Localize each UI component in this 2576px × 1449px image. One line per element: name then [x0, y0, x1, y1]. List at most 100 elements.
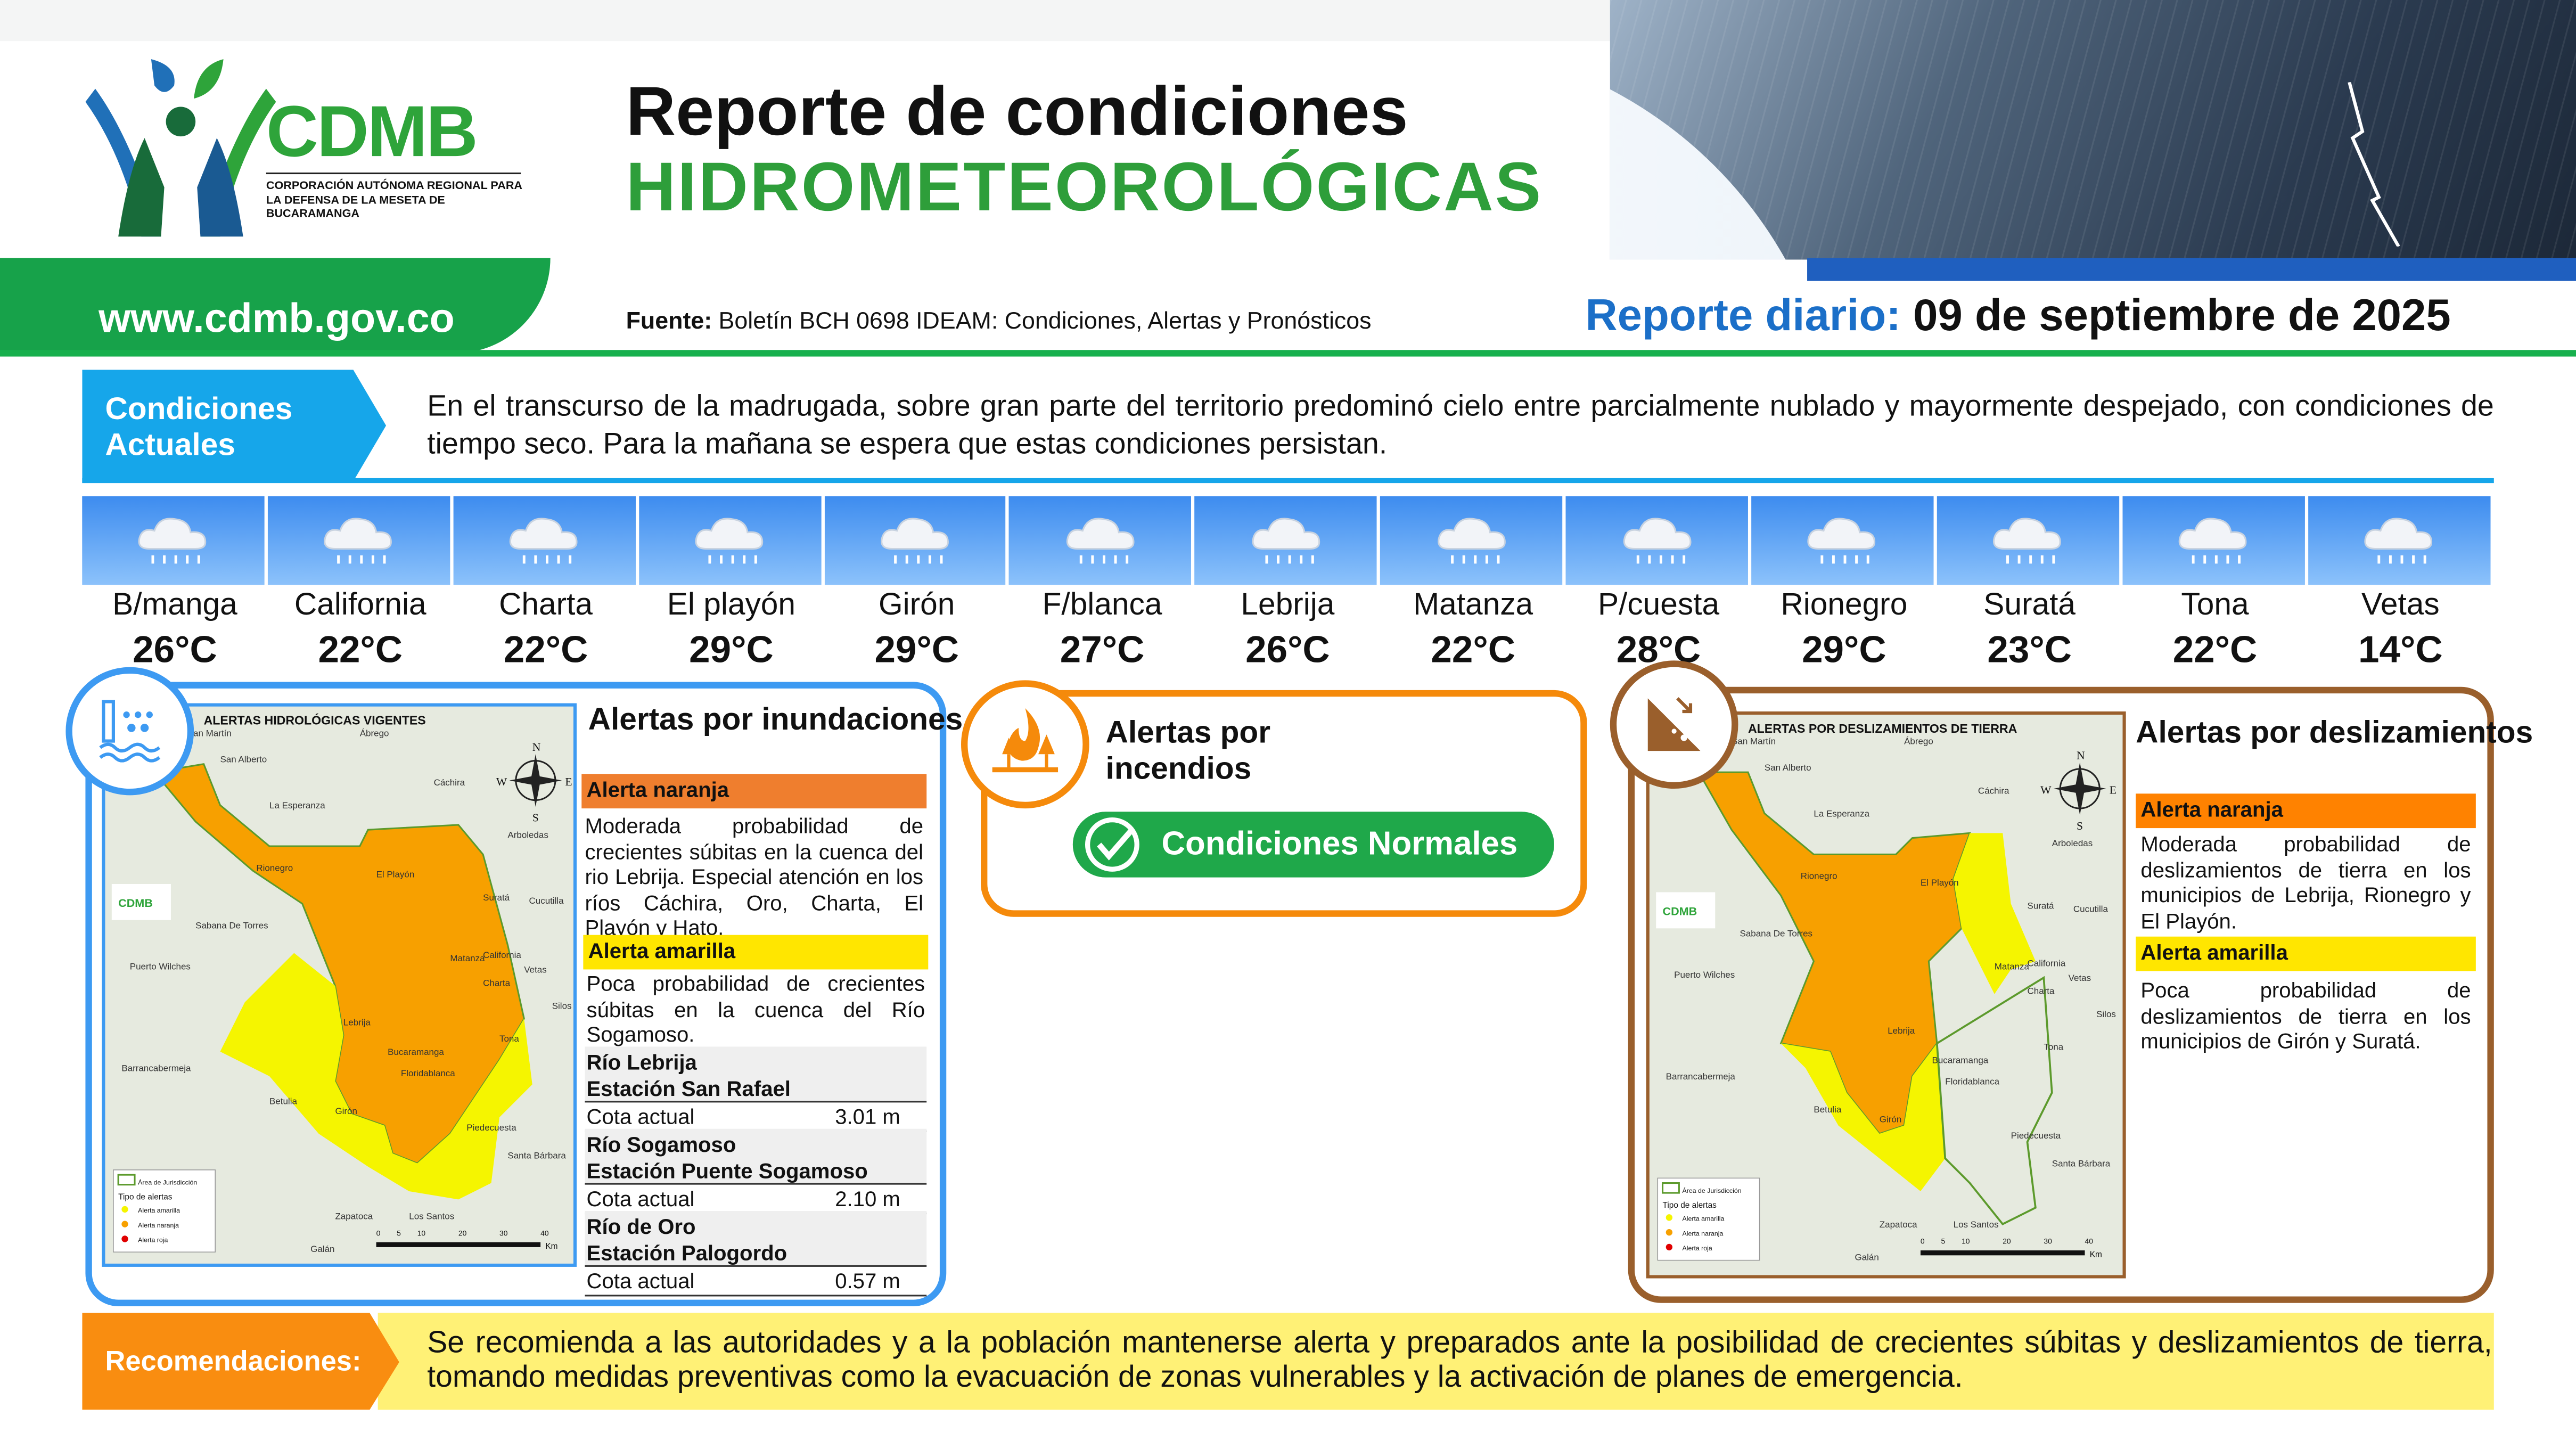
rain-cloud-icon	[1380, 496, 1566, 585]
map-title: ALERTAS HIDROLÓGICAS VIGENTES	[204, 713, 426, 727]
recommendations-label: Recomendaciones:	[82, 1313, 399, 1410]
map-place-label: Los Santos	[409, 1211, 454, 1221]
rain-cloud-icon	[824, 496, 1010, 585]
station-name: F/blanca	[1042, 588, 1162, 623]
rain-cloud-icon	[453, 496, 639, 585]
map-place-label: Floridablanca	[1945, 1076, 1999, 1086]
weather-station-10: Suratá 23°C	[1937, 496, 2122, 672]
map-place-label: Matanza	[450, 953, 485, 963]
weather-station-6: Lebrija 26°C	[1195, 496, 1381, 672]
landslide-icon	[1647, 697, 1701, 751]
map-place-label: Betulia	[269, 1096, 297, 1106]
website-link[interactable]: www.cdmb.gov.co	[99, 296, 455, 342]
map-place-label: San Alberto	[220, 755, 267, 765]
map-place-label: Puerto Wilches	[130, 961, 191, 971]
legend-item: Alerta roja	[138, 1237, 168, 1244]
map-place-label: Ábrego	[360, 728, 389, 738]
station-name: Vetas	[2361, 588, 2440, 623]
map-scale-bar	[1920, 1250, 2085, 1256]
map-place-label: Sabana De Torres	[195, 920, 268, 930]
flood-water-icon	[99, 700, 161, 763]
scale-tick: 40	[2085, 1237, 2093, 1246]
map-legend	[113, 1169, 216, 1252]
flood-yellow-alert-text: Poca probabilidad de crecientes súbitas …	[586, 971, 925, 1047]
map-cdmb-logo-text: CDMB	[118, 896, 153, 910]
map-place-label: Rionegro	[256, 863, 293, 873]
scale-tick: 5	[1941, 1237, 1946, 1246]
cdmb-logo-figure-icon	[85, 59, 276, 237]
weather-station-1: California 22°C	[267, 496, 453, 672]
station-temperature: 23°C	[1987, 627, 2072, 670]
map-place-label: Betulia	[1814, 1104, 1841, 1115]
rain-cloud-icon	[1937, 496, 2122, 585]
lightning-icon	[2348, 82, 2400, 247]
map-place-label: Silos	[552, 1001, 572, 1011]
logo-divider	[266, 172, 521, 175]
map-place-label: Girón	[335, 1106, 357, 1116]
map-place-label: Galán	[310, 1244, 334, 1254]
rain-cloud-icon	[1195, 496, 1381, 585]
river-name: Río Lebrija	[586, 1050, 697, 1075]
flood-alerts-panel	[85, 682, 947, 1306]
map-legend	[1657, 1177, 1760, 1261]
legend-dot	[1666, 1214, 1673, 1221]
station-name: Lebrija	[1241, 588, 1335, 623]
map-place-label: Los Santos	[1954, 1219, 1999, 1230]
header-green-line	[0, 350, 2576, 357]
scale-unit: Km	[545, 1242, 557, 1251]
weather-station-7: Matanza 22°C	[1380, 496, 1566, 672]
rain-cloud-icon	[267, 496, 453, 585]
compass-letter: N	[2077, 749, 2085, 762]
station-name: California	[294, 588, 426, 623]
fire-status-text: Condiciones Normales	[1161, 825, 1518, 862]
map-place-label: Cáchira	[1978, 785, 2009, 796]
legend-area-swatch	[117, 1174, 136, 1186]
station-name: Tona	[2181, 588, 2249, 623]
map-place-label: Galán	[1855, 1252, 1879, 1263]
scale-tick: 20	[2003, 1237, 2011, 1246]
header-blue-band	[1807, 258, 2576, 281]
cdmb-logo: CDMB CORPORACIÓN AUTÓNOMA REGIONAL PARA …	[82, 56, 526, 245]
legend-area-label: Área de Jurisdicción	[138, 1178, 197, 1186]
station-temperature: 14°C	[2358, 627, 2443, 670]
landslide-panel-title: Alertas por deslizamientos	[2136, 716, 2533, 751]
recommendations-text: Se recomienda a las autoridades y a la p…	[427, 1324, 2492, 1394]
station-temperature: 22°C	[2172, 627, 2258, 670]
flood-yellow-alert-label: Alerta amarilla	[583, 935, 929, 970]
compass-letter: S	[2077, 820, 2083, 832]
logo-wordmark: CDMB	[266, 92, 478, 173]
recommendations-background	[378, 1313, 2494, 1410]
map-place-label: Rionegro	[1801, 871, 1837, 881]
weather-station-11: Tona 22°C	[2122, 496, 2308, 672]
weather-station-12: Vetas 14°C	[2308, 496, 2493, 672]
source-label: Fuente:	[626, 309, 712, 335]
station-name: Estación Puente Sogamoso	[586, 1157, 868, 1183]
yellow-alert-zone	[220, 953, 532, 1200]
legend-dot	[121, 1206, 128, 1213]
map-title: ALERTAS POR DESLIZAMIENTOS DE TIERRA	[1748, 722, 2017, 735]
rain-cloud-icon	[1565, 496, 1752, 585]
map-place-label: Bucaramanga	[388, 1047, 444, 1057]
landslide-orange-alert-text: Moderada probabilidad de deslizamientos …	[2140, 831, 2471, 933]
map-place-label: Barrancabermeja	[1666, 1071, 1736, 1082]
map-place-label: Santa Bárbara	[507, 1150, 566, 1160]
map-place-label: Lebrija	[343, 1017, 371, 1027]
legend-item: Alerta roja	[1683, 1245, 1712, 1252]
legend-item: Alerta naranja	[138, 1222, 179, 1229]
level-label: Cota actual	[586, 1186, 695, 1211]
fire-panel-title: Alertas por incendios	[1105, 716, 1271, 787]
scale-tick: 5	[397, 1229, 401, 1237]
station-temperature: 22°C	[318, 627, 403, 670]
map-place-label: Matanza	[1995, 961, 2030, 971]
landslide-alerts-panel	[1628, 686, 2494, 1303]
station-name: Estación Palogordo	[586, 1240, 787, 1265]
station-name: Estación San Rafael	[586, 1075, 791, 1100]
map-place-label: Floridablanca	[401, 1068, 455, 1078]
scale-tick: 40	[540, 1229, 549, 1237]
storm-banner-image	[1610, 0, 2576, 260]
river-station: Río de Oro Estación Palogordo Cota actual…	[585, 1211, 927, 1297]
flood-icon-badge	[65, 667, 194, 796]
legend-dot	[121, 1235, 128, 1242]
scale-tick: 0	[1921, 1237, 1925, 1246]
current-conditions-label: Condiciones Actuales	[82, 370, 387, 482]
